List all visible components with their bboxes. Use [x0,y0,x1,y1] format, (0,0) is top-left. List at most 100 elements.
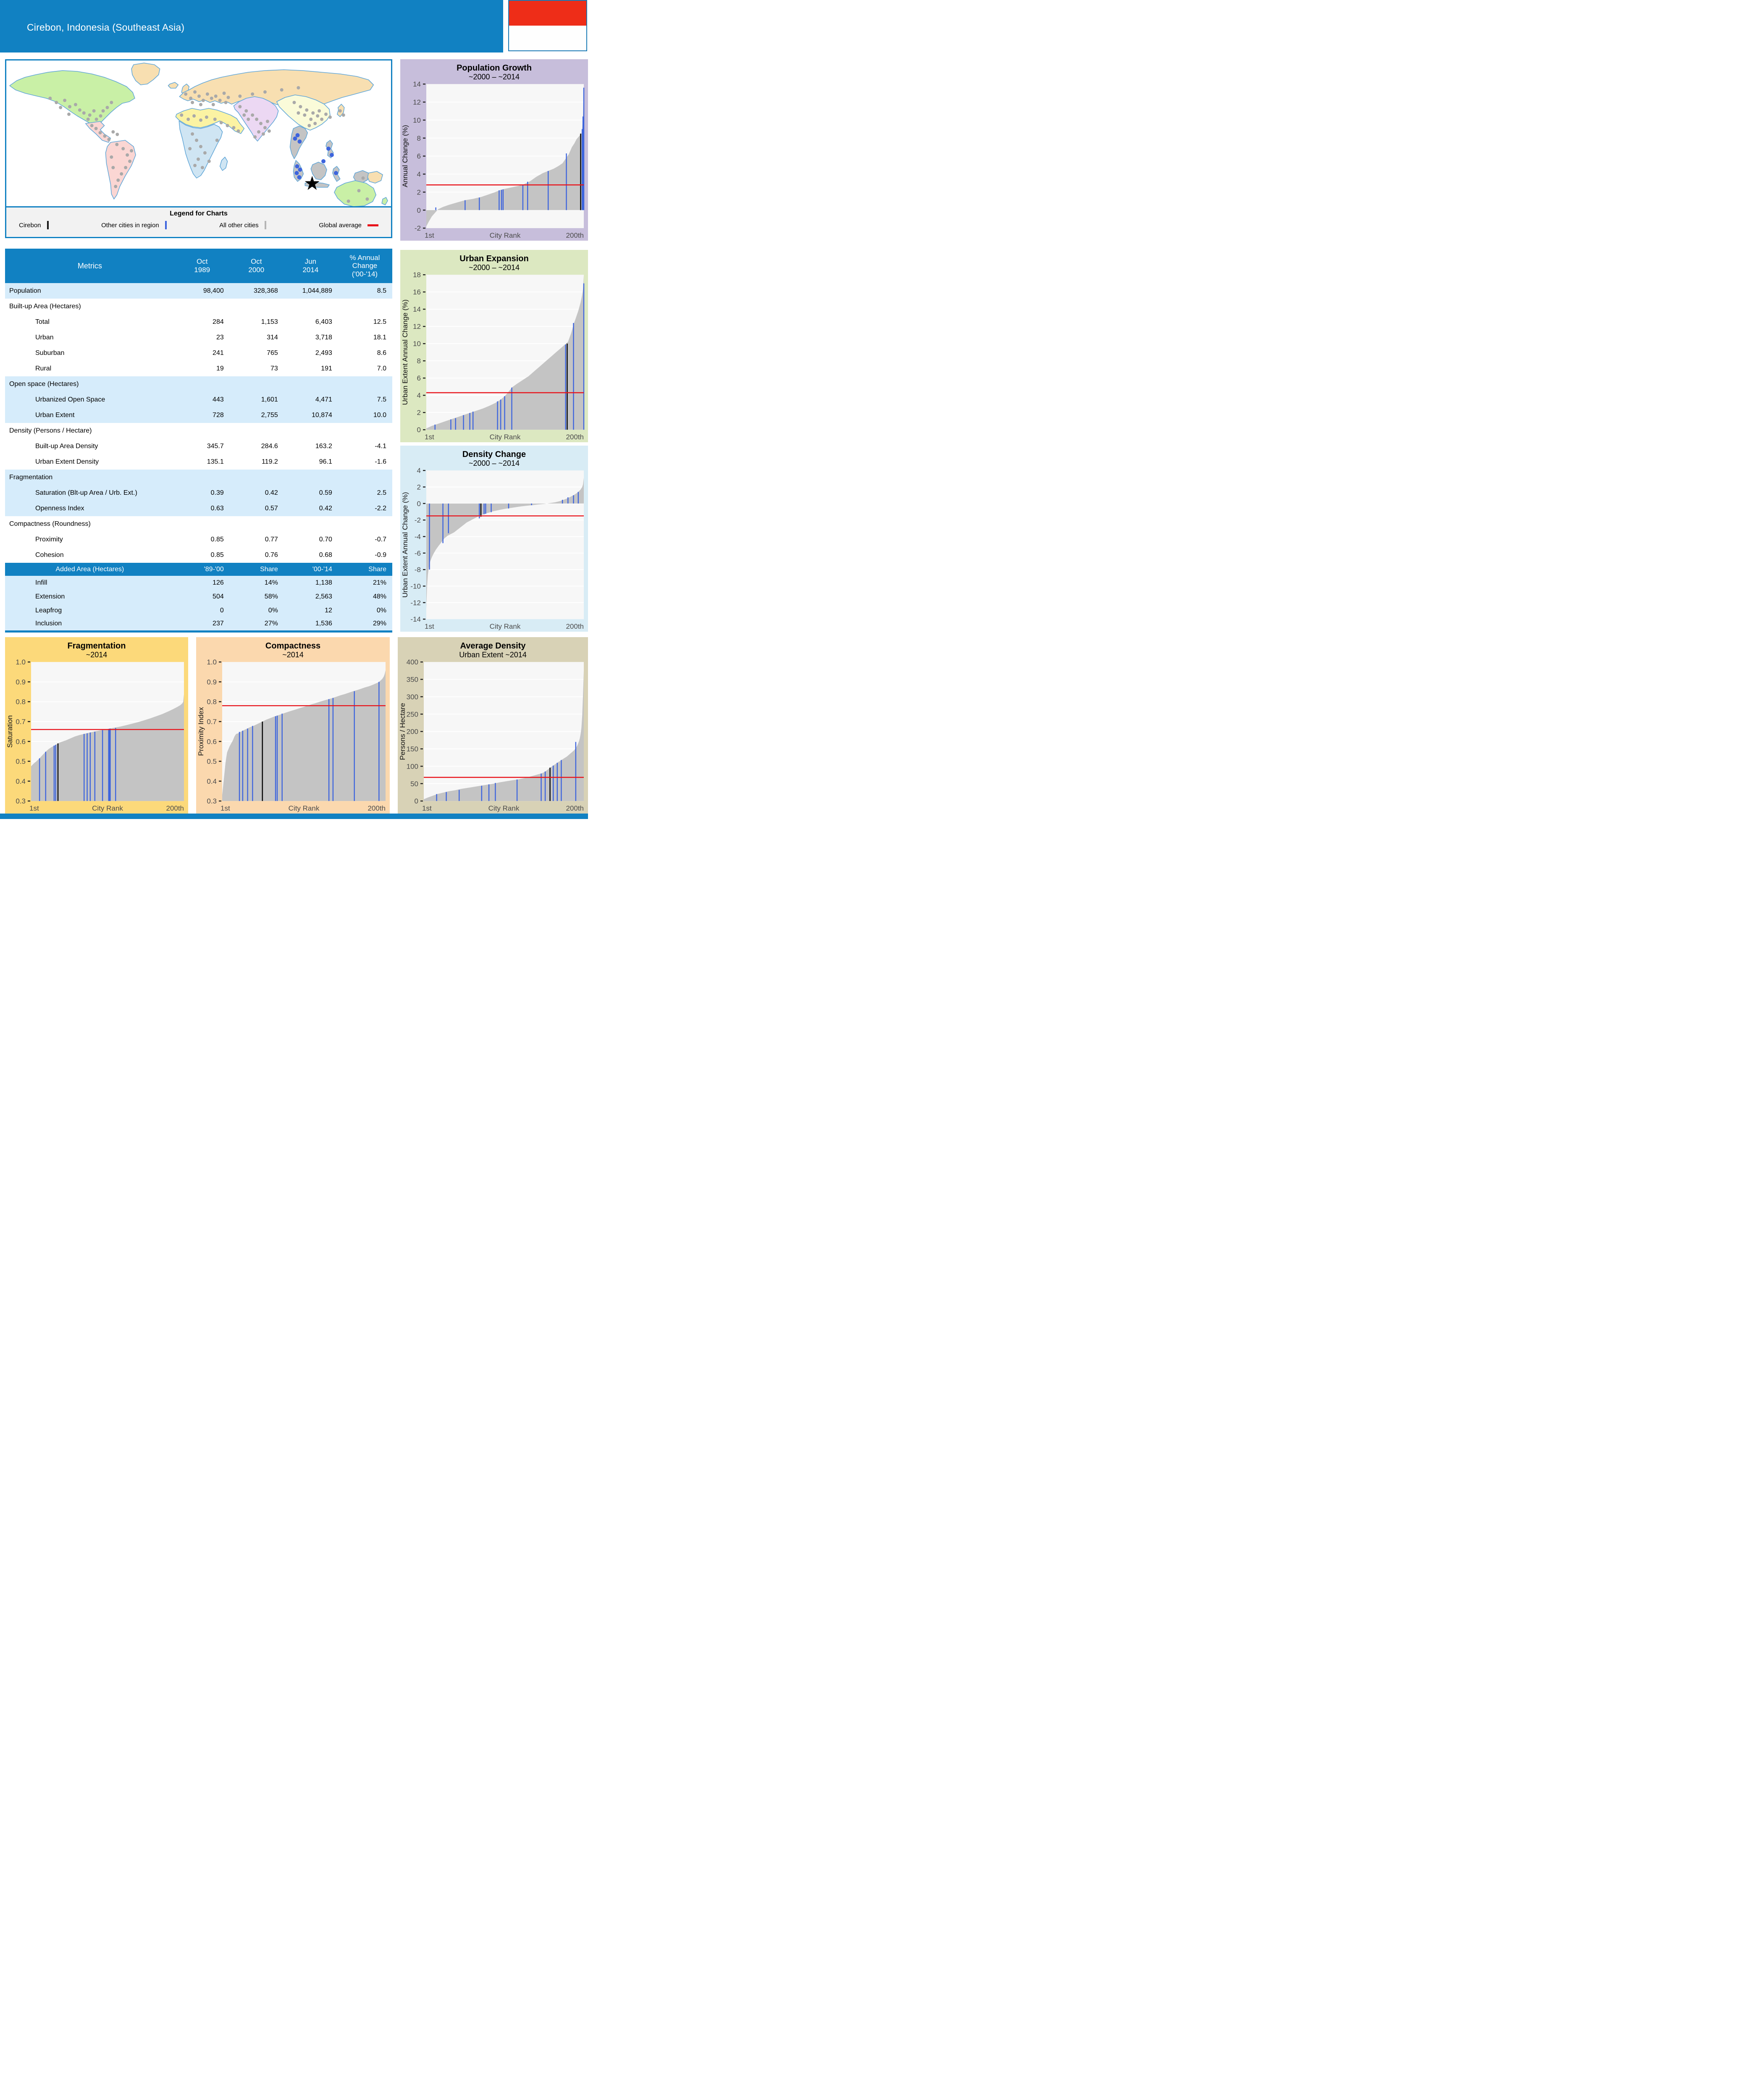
chart-subtitle: Urban Extent ~2014 [459,651,527,659]
city-dot [219,121,223,124]
indonesia-flag [508,0,587,51]
svg-text:Saturation: Saturation [6,715,14,748]
svg-text:300: 300 [407,693,418,701]
svg-text:400: 400 [407,659,418,666]
cell-value: 10.0 [338,407,392,423]
svg-text:12: 12 [413,98,421,106]
svg-text:0: 0 [417,426,421,434]
city-dot [203,151,207,155]
compactness-chart: 0.3 0.4 0.5 0.6 0.7 0.8 0.9 1.0 1st City Rank 200t… [197,659,386,812]
cell-value: 21% [338,576,392,590]
city-dot [292,101,296,104]
city-dot [59,106,63,109]
table-row: Leapfrog 0 0% 12 0% [5,604,392,617]
city-dot [184,92,188,96]
svg-text:4: 4 [417,468,421,475]
row-label: Cohesion [5,547,176,563]
chart-legend: Legend for Charts Cirebon Other cities in… [6,206,391,236]
svg-text:1.0: 1.0 [207,659,217,666]
cell-value: 328,368 [229,283,284,299]
cell-value: 241 [175,345,230,361]
svg-text:0.7: 0.7 [207,718,217,726]
region-city-dot [295,164,299,168]
cell-value [229,516,284,532]
city-dot [318,109,321,113]
city-dot [236,129,240,133]
cell-value [229,423,284,438]
cell-value: -1.6 [338,454,392,470]
city-dot [259,122,263,125]
added-area-header-cell: Share [338,563,392,576]
chart-subtitle: ~2000 – ~2014 [468,73,520,81]
city-dot [67,113,71,116]
new-guinea-west-region [353,170,369,184]
city-dot [120,172,123,176]
city-dot [361,176,365,180]
row-label: Built-up Area (Hectares) [5,299,176,314]
svg-text:100: 100 [407,762,418,770]
city-dot [110,155,113,159]
svg-text:-12: -12 [410,599,421,607]
cell-value: 7.5 [338,392,392,407]
city-dot [110,101,113,104]
region-city-dot [326,147,331,151]
city-report-page: Cirebon, Indonesia (Southeast Asia) ★ Le… [0,0,588,819]
added-area-header-row: Added Area (Hectares) '89-'00 Share '00-'14… [5,563,392,576]
cell-value: 19 [175,361,230,376]
cell-value [175,516,230,532]
svg-text:0.5: 0.5 [16,757,26,765]
city-dot [116,178,120,182]
city-dot [94,118,98,121]
cell-value: -0.9 [338,547,392,563]
city-dot [200,166,204,169]
legend-item-label: Cirebon [19,221,41,229]
svg-text:City Rank: City Rank [289,804,320,812]
city-dot [267,129,271,133]
row-label: Extension [5,590,176,604]
city-dot [128,160,132,163]
svg-text:1.0: 1.0 [16,659,26,666]
svg-text:1st: 1st [422,804,432,812]
column-header-metrics: Metrics [5,249,176,283]
flag-white-band [509,26,586,50]
city-dot [324,113,328,116]
city-dot [78,108,81,112]
chart-title: Compactness [265,641,321,651]
row-label: Urban Extent [5,407,176,423]
cell-value: 3,718 [284,330,338,345]
svg-text:250: 250 [407,710,418,718]
svg-text:Annual Change (%): Annual Change (%) [401,125,409,187]
city-dot [211,103,215,106]
row-label: Total [5,314,176,330]
metrics-table: Metrics Oct 1989 Oct 2000 Jun 2014% Annual … [5,249,392,633]
row-label: Fragmentation [5,470,176,485]
cell-value: 23 [175,330,230,345]
city-dot [297,86,300,89]
city-dot [205,116,208,119]
urban-expansion-panel: Urban Expansion ~2000 – ~2014 0 2 4 6 8 10 12 1… [400,250,588,442]
svg-text:0.9: 0.9 [16,678,26,686]
header-bar: Cirebon, Indonesia (Southeast Asia) [0,0,503,52]
borneo-region [310,162,327,180]
cell-value: 0.76 [229,547,284,563]
column-header: % Annual Change ('00-'14) [338,249,392,283]
table-row: Saturation (Blt-up Area / Urb. Ext.) 0.39… [5,485,392,501]
city-dot [244,109,248,113]
added-area-header-cell: Share [229,563,284,576]
footer-bar [0,814,588,819]
svg-text:8: 8 [417,357,421,365]
cell-value [284,516,338,532]
city-dot [309,118,313,121]
region-city-dot [329,153,334,157]
city-dot [299,105,302,108]
svg-text:1st: 1st [425,231,434,239]
table-row: Proximity 0.85 0.77 0.70 -0.7 [5,532,392,547]
city-dot [341,113,345,117]
svg-text:200th: 200th [566,433,584,441]
svg-text:4: 4 [417,391,421,399]
svg-text:City Rank: City Rank [488,804,520,812]
cell-value: 98,400 [175,283,230,299]
city-dot [195,139,199,142]
cell-value: 2.5 [338,485,392,501]
svg-text:Urban Extent Annual Change (%): Urban Extent Annual Change (%) [401,492,409,597]
